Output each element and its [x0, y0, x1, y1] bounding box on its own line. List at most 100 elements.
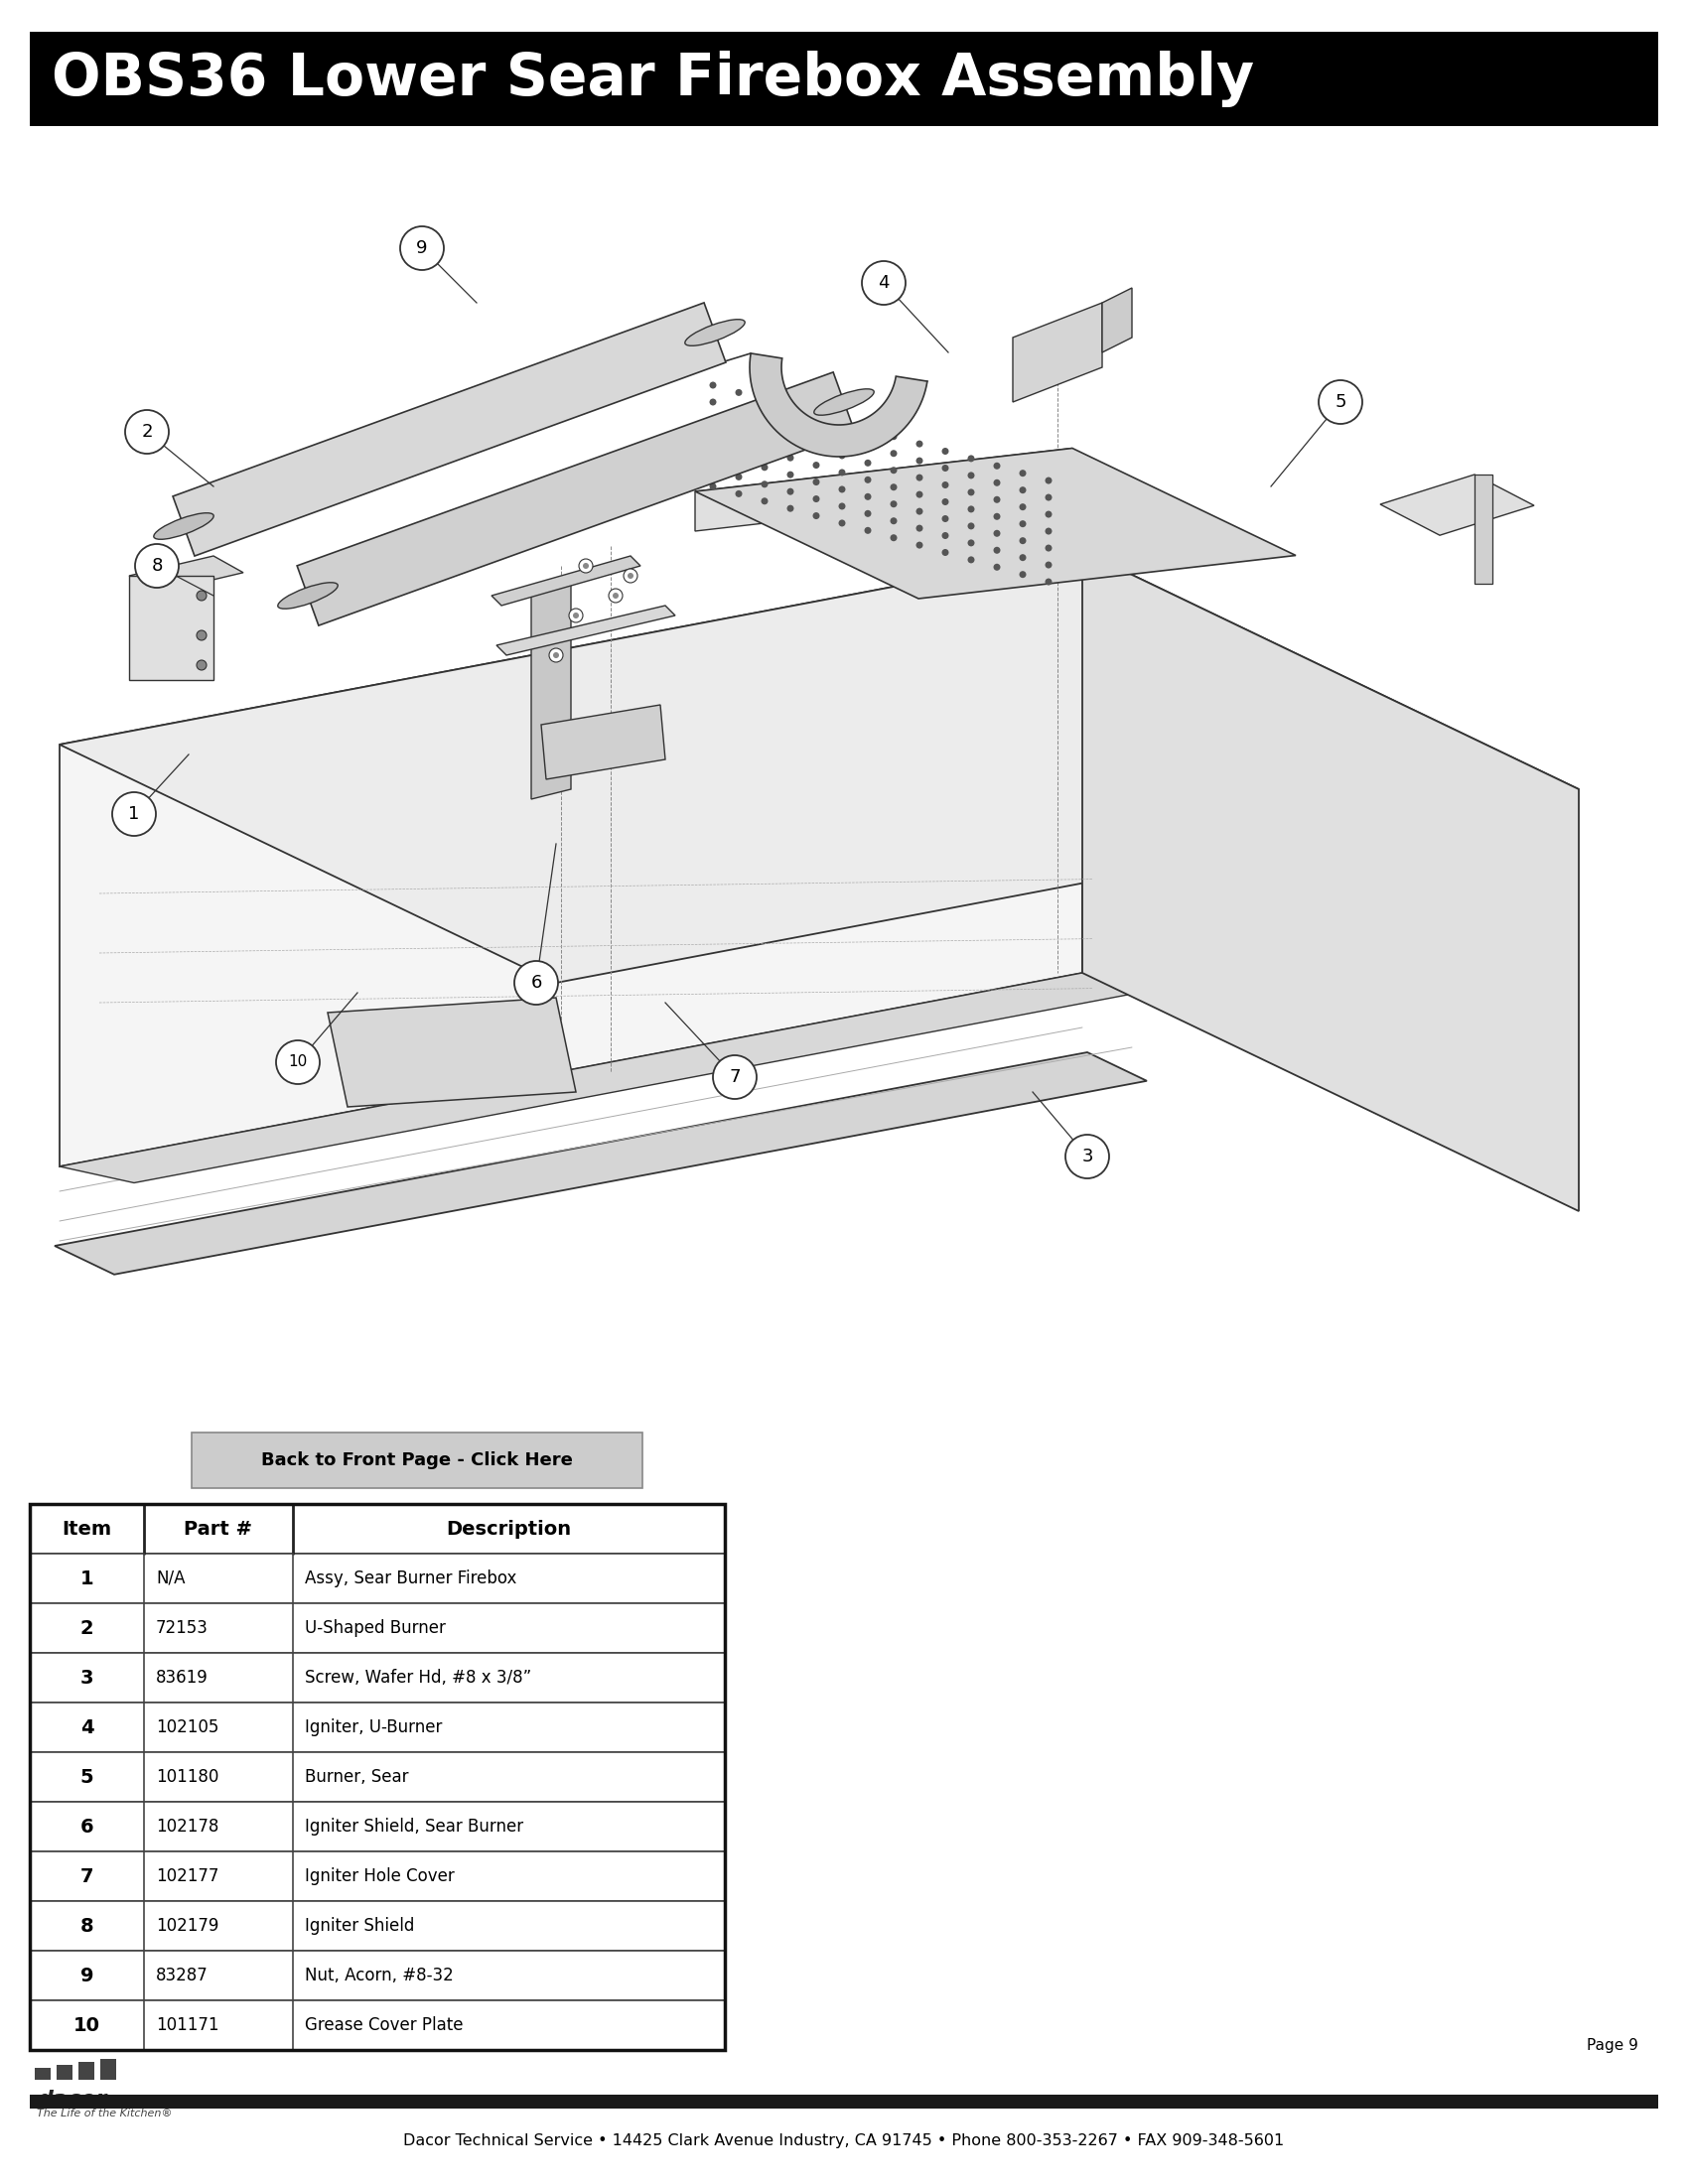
Circle shape	[736, 389, 743, 395]
Circle shape	[709, 465, 716, 474]
Circle shape	[761, 413, 768, 419]
Circle shape	[1045, 561, 1052, 568]
Bar	[30, 2094, 1658, 2108]
Circle shape	[812, 461, 820, 470]
Circle shape	[709, 397, 716, 406]
Polygon shape	[542, 705, 665, 780]
Polygon shape	[1013, 304, 1102, 402]
Circle shape	[709, 432, 716, 439]
Bar	[30, 1852, 724, 1900]
Circle shape	[787, 472, 793, 478]
Polygon shape	[172, 304, 726, 557]
Polygon shape	[1102, 288, 1133, 352]
Circle shape	[942, 548, 949, 557]
Circle shape	[1045, 544, 1052, 553]
Circle shape	[994, 513, 1001, 520]
Circle shape	[994, 546, 1001, 555]
Text: Nut, Acorn, #8-32: Nut, Acorn, #8-32	[306, 1966, 454, 1985]
Circle shape	[623, 568, 638, 583]
Circle shape	[967, 539, 974, 546]
Bar	[128, 577, 213, 679]
Circle shape	[736, 474, 743, 480]
Circle shape	[579, 559, 592, 572]
Circle shape	[1318, 380, 1362, 424]
Circle shape	[863, 262, 905, 306]
Circle shape	[761, 448, 768, 454]
Bar	[30, 1802, 724, 1852]
Text: 4: 4	[79, 1719, 93, 1736]
Circle shape	[761, 395, 768, 404]
Circle shape	[864, 443, 871, 450]
Circle shape	[787, 404, 793, 411]
Circle shape	[942, 465, 949, 472]
Text: Dacor Technical Service • 14425 Clark Avenue Industry, CA 91745 • Phone 800-353-: Dacor Technical Service • 14425 Clark Av…	[403, 2134, 1285, 2147]
Ellipse shape	[154, 513, 214, 539]
Circle shape	[917, 491, 923, 498]
Circle shape	[787, 454, 793, 461]
Text: Description: Description	[446, 1520, 572, 1538]
Circle shape	[1020, 505, 1026, 511]
Text: Igniter Shield, Sear Burner: Igniter Shield, Sear Burner	[306, 1817, 523, 1835]
Text: 6: 6	[530, 974, 542, 992]
Circle shape	[890, 500, 896, 507]
Circle shape	[628, 572, 633, 579]
Circle shape	[942, 515, 949, 522]
FancyBboxPatch shape	[192, 1433, 643, 1487]
Circle shape	[864, 426, 871, 432]
Circle shape	[736, 424, 743, 430]
Circle shape	[1045, 579, 1052, 585]
Circle shape	[917, 524, 923, 531]
Ellipse shape	[685, 319, 744, 345]
Bar	[30, 1900, 724, 1950]
Polygon shape	[749, 354, 927, 456]
Text: 9: 9	[79, 1966, 93, 1985]
Bar	[30, 1553, 724, 1603]
Text: 1: 1	[79, 1568, 93, 1588]
Polygon shape	[1082, 550, 1578, 1212]
Circle shape	[890, 518, 896, 524]
Bar	[30, 33, 1658, 127]
Circle shape	[890, 467, 896, 474]
Text: Back to Front Page - Click Here: Back to Front Page - Click Here	[262, 1452, 572, 1470]
Circle shape	[761, 430, 768, 437]
Text: 5: 5	[79, 1767, 93, 1787]
Text: Item: Item	[62, 1520, 111, 1538]
Text: 3: 3	[1082, 1147, 1092, 1166]
Circle shape	[812, 496, 820, 502]
Circle shape	[967, 472, 974, 478]
Polygon shape	[695, 448, 1296, 598]
Ellipse shape	[279, 583, 338, 609]
Circle shape	[994, 496, 1001, 502]
Polygon shape	[54, 1053, 1146, 1275]
Circle shape	[812, 428, 820, 435]
Polygon shape	[59, 550, 1082, 1166]
Circle shape	[736, 406, 743, 413]
Circle shape	[736, 439, 743, 446]
Circle shape	[917, 441, 923, 448]
Circle shape	[839, 502, 846, 509]
Circle shape	[111, 793, 155, 836]
Circle shape	[864, 459, 871, 467]
Text: 5: 5	[1335, 393, 1345, 411]
Text: 7: 7	[729, 1068, 741, 1085]
Circle shape	[839, 452, 846, 459]
Text: 102178: 102178	[155, 1817, 219, 1835]
Bar	[30, 2001, 724, 2051]
Circle shape	[787, 505, 793, 511]
Circle shape	[1045, 476, 1052, 485]
Circle shape	[839, 485, 846, 494]
Circle shape	[1045, 511, 1052, 518]
Text: Burner, Sear: Burner, Sear	[306, 1769, 408, 1787]
Circle shape	[1020, 555, 1026, 561]
Circle shape	[712, 1055, 756, 1099]
Circle shape	[277, 1040, 319, 1083]
Circle shape	[125, 411, 169, 454]
Text: 72153: 72153	[155, 1618, 208, 1638]
Circle shape	[839, 470, 846, 476]
Circle shape	[1045, 494, 1052, 500]
Circle shape	[196, 631, 206, 640]
Circle shape	[994, 531, 1001, 537]
Text: 4: 4	[878, 273, 890, 293]
Circle shape	[994, 463, 1001, 470]
Bar	[30, 1704, 724, 1752]
